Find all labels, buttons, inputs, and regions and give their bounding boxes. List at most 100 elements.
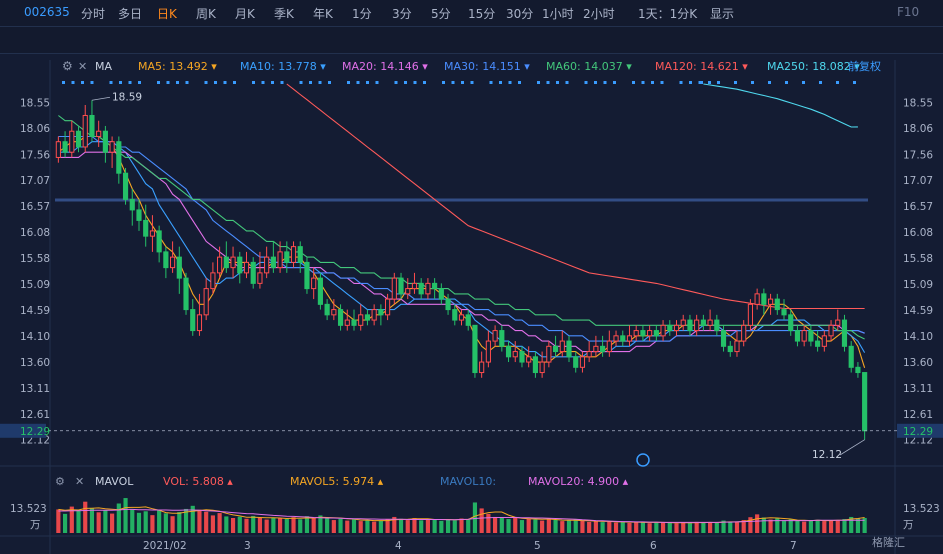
volume-bar (56, 509, 61, 533)
candle-body (747, 303, 754, 326)
signal-dot (451, 81, 455, 84)
y-tick-right-8: 14.59 (903, 305, 933, 317)
candle-body (250, 261, 256, 284)
period-tab-9[interactable]: 5分 (431, 7, 451, 21)
period-tab-0[interactable]: 分时 (81, 7, 106, 21)
candle-body (304, 261, 310, 290)
volume-bar (640, 522, 645, 533)
volume-bar (96, 512, 101, 533)
candle-body (452, 309, 458, 321)
signal-dot (157, 81, 160, 84)
candle-body (492, 330, 498, 342)
mavol-legend-1: MAVOL5: 5.974 ▴ (290, 475, 384, 488)
display-menu[interactable]: 显示 (710, 7, 735, 21)
candle-body (351, 319, 357, 326)
low-label: 12.12 (812, 449, 842, 461)
period-tab-2[interactable]: 日K (157, 7, 177, 21)
candle-body (69, 130, 75, 153)
volume-bar (701, 522, 706, 533)
signal-dot (138, 81, 141, 84)
candle-body (532, 356, 538, 374)
candle-body (237, 256, 243, 274)
period-tab-4[interactable]: 月K (235, 7, 255, 21)
candle-body (828, 324, 834, 337)
volume-bar (76, 510, 81, 533)
period-tab-13[interactable]: 2小时 (583, 7, 615, 21)
volume-bar (163, 513, 168, 533)
period-tab-10[interactable]: 15分 (468, 7, 496, 21)
period-toolbar: 002635 分时 多日 日K 周K 月K 季K 年K 1分 3分 5分 15分 30分 1小时 2小时 1天… (0, 0, 943, 27)
volume-bar (183, 508, 189, 533)
candle-body (761, 293, 767, 305)
volume-bar (365, 520, 370, 533)
candle-body (774, 298, 780, 311)
volume-bar (681, 522, 686, 533)
y-tick-left-9: 14.10 (20, 331, 50, 343)
candle-body (458, 314, 465, 321)
volume-bar (110, 513, 115, 533)
period-tab-3[interactable]: 周K (196, 7, 216, 21)
period-tab-12[interactable]: 1小时 (542, 7, 574, 21)
volume-close-icon[interactable]: ✕ (75, 475, 84, 488)
period-tab-7[interactable]: 1分 (352, 7, 372, 21)
y-tick-right-7: 15.09 (903, 279, 933, 291)
mavol-indicator-name[interactable]: MAVOL (95, 475, 134, 488)
signal-dot (233, 81, 236, 84)
signal-dot (413, 81, 417, 84)
volume-bar (412, 517, 417, 533)
period-tab-5[interactable]: 季K (274, 7, 294, 21)
current-price-box-right (897, 423, 943, 438)
stock-code[interactable]: 002635 (24, 5, 70, 19)
adjust-mode[interactable]: 前复权 (848, 59, 881, 73)
volume-bar (721, 520, 726, 533)
ma-legend-3: MA30: 14.151 ▾ (444, 60, 530, 73)
ma-line-ma250 (703, 83, 858, 128)
candle-body (203, 288, 209, 316)
candle-body (573, 356, 579, 368)
y-tick-right-12: 12.61 (903, 409, 933, 421)
signal-dot (546, 81, 550, 84)
mavol-legend-3: MAVOL20: 4.900 ▴ (528, 475, 629, 488)
candle-body (324, 303, 330, 316)
volume-bar (419, 520, 424, 533)
period-tab-1[interactable]: 多日 (118, 7, 143, 21)
candle-body (297, 246, 303, 263)
signal-dot (660, 81, 664, 84)
signal-dot (166, 81, 170, 84)
candle-body (848, 345, 854, 368)
volume-bar (540, 520, 545, 533)
candle-body (727, 345, 733, 353)
candle-body (586, 351, 592, 358)
candle-body (653, 330, 659, 337)
ma-indicator-name[interactable]: MA (95, 60, 112, 73)
volume-bar (513, 517, 518, 533)
volume-bar (318, 515, 323, 533)
volume-bar (351, 519, 357, 533)
signal-dot (836, 81, 839, 84)
volume-gear-icon[interactable]: ⚙ (55, 475, 65, 488)
y-tick-right-0: 18.55 (903, 97, 933, 109)
signal-dot (280, 81, 284, 84)
volume-bar (849, 516, 854, 533)
ma-legend-0: MA5: 13.492 ▾ (138, 60, 217, 73)
period-tab-8[interactable]: 3分 (392, 7, 412, 21)
signal-dot (489, 81, 493, 84)
volume-bar (748, 517, 753, 533)
volume-bar (714, 522, 719, 533)
candle-body (855, 366, 861, 374)
gear-icon[interactable]: ⚙ (62, 59, 73, 73)
signal-dot (214, 81, 217, 84)
combo-period[interactable]: 1天：1分K (638, 7, 698, 21)
candle-body (539, 361, 545, 374)
volume-bar (230, 517, 236, 533)
volume-bar (170, 516, 175, 533)
volume-bar (398, 518, 404, 533)
locate-icon[interactable] (636, 453, 650, 467)
volume-bar (331, 520, 336, 533)
period-tab-6[interactable]: 年K (313, 7, 333, 21)
signal-dot (81, 81, 84, 84)
x-label-0: 2021/02 (143, 540, 187, 552)
close-icon[interactable]: ✕ (78, 60, 87, 73)
period-tab-11[interactable]: 30分 (506, 7, 534, 21)
f10-button[interactable]: F10 (897, 5, 920, 19)
